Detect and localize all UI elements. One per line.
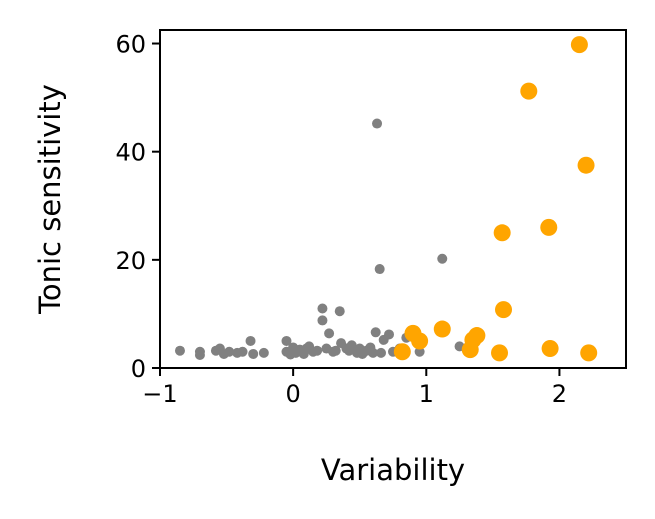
data-point-s1-9 bbox=[495, 301, 513, 319]
y-tick-label: 60 bbox=[115, 31, 146, 59]
data-point-s0-33 bbox=[346, 340, 357, 351]
data-point-s0-26 bbox=[324, 328, 335, 339]
y-tick-label: 40 bbox=[115, 139, 146, 167]
data-point-s0-40 bbox=[370, 327, 381, 338]
data-point-s0-11 bbox=[258, 347, 269, 358]
x-tick-label: 1 bbox=[419, 380, 434, 408]
data-point-s0-39 bbox=[368, 347, 379, 358]
data-point-s0-10 bbox=[248, 348, 259, 359]
data-point-s0-2 bbox=[194, 350, 205, 361]
data-point-s0-9 bbox=[245, 335, 256, 346]
data-point-s0-23 bbox=[317, 303, 328, 314]
y-ticks: 0 20 40 60 bbox=[115, 31, 160, 383]
points-layer bbox=[174, 36, 598, 362]
y-tick-label: 0 bbox=[131, 355, 146, 383]
data-point-s1-2 bbox=[411, 332, 429, 350]
data-point-s0-22 bbox=[312, 345, 323, 356]
data-point-s1-11 bbox=[540, 218, 558, 236]
data-point-s0-42 bbox=[374, 264, 385, 275]
data-point-s1-13 bbox=[570, 36, 588, 54]
x-tick-label: 0 bbox=[286, 380, 301, 408]
data-point-s1-14 bbox=[577, 156, 595, 174]
data-point-s0-24 bbox=[317, 315, 328, 326]
data-point-s1-10 bbox=[520, 82, 538, 100]
plot-frame bbox=[159, 29, 627, 369]
data-point-s0-8 bbox=[237, 346, 248, 357]
data-point-s0-6 bbox=[224, 346, 235, 357]
data-point-s0-49 bbox=[414, 346, 425, 357]
y-axis-label: Tonic sensitivity bbox=[33, 84, 67, 315]
data-point-s1-6 bbox=[468, 327, 486, 345]
data-point-s1-15 bbox=[580, 344, 598, 362]
y-tick-label: 20 bbox=[115, 247, 146, 275]
data-point-s0-43 bbox=[376, 347, 387, 358]
x-tick-label: 2 bbox=[552, 380, 567, 408]
data-point-s1-0 bbox=[393, 343, 411, 361]
data-point-s0-41 bbox=[372, 118, 383, 129]
x-axis-label: Variability bbox=[321, 453, 465, 487]
data-point-s0-0 bbox=[174, 345, 185, 356]
data-point-s0-12 bbox=[281, 335, 292, 346]
x-ticks: −1 0 1 2 bbox=[142, 368, 567, 408]
data-point-s1-7 bbox=[491, 344, 509, 362]
data-point-s1-8 bbox=[493, 224, 511, 242]
data-point-s0-28 bbox=[330, 345, 341, 356]
x-tick-label: −1 bbox=[142, 380, 177, 408]
data-point-s0-50 bbox=[437, 253, 448, 264]
data-point-s0-45 bbox=[384, 329, 395, 340]
data-point-s1-3 bbox=[433, 320, 451, 338]
data-point-s0-29 bbox=[334, 306, 345, 317]
data-point-s1-12 bbox=[541, 340, 559, 358]
